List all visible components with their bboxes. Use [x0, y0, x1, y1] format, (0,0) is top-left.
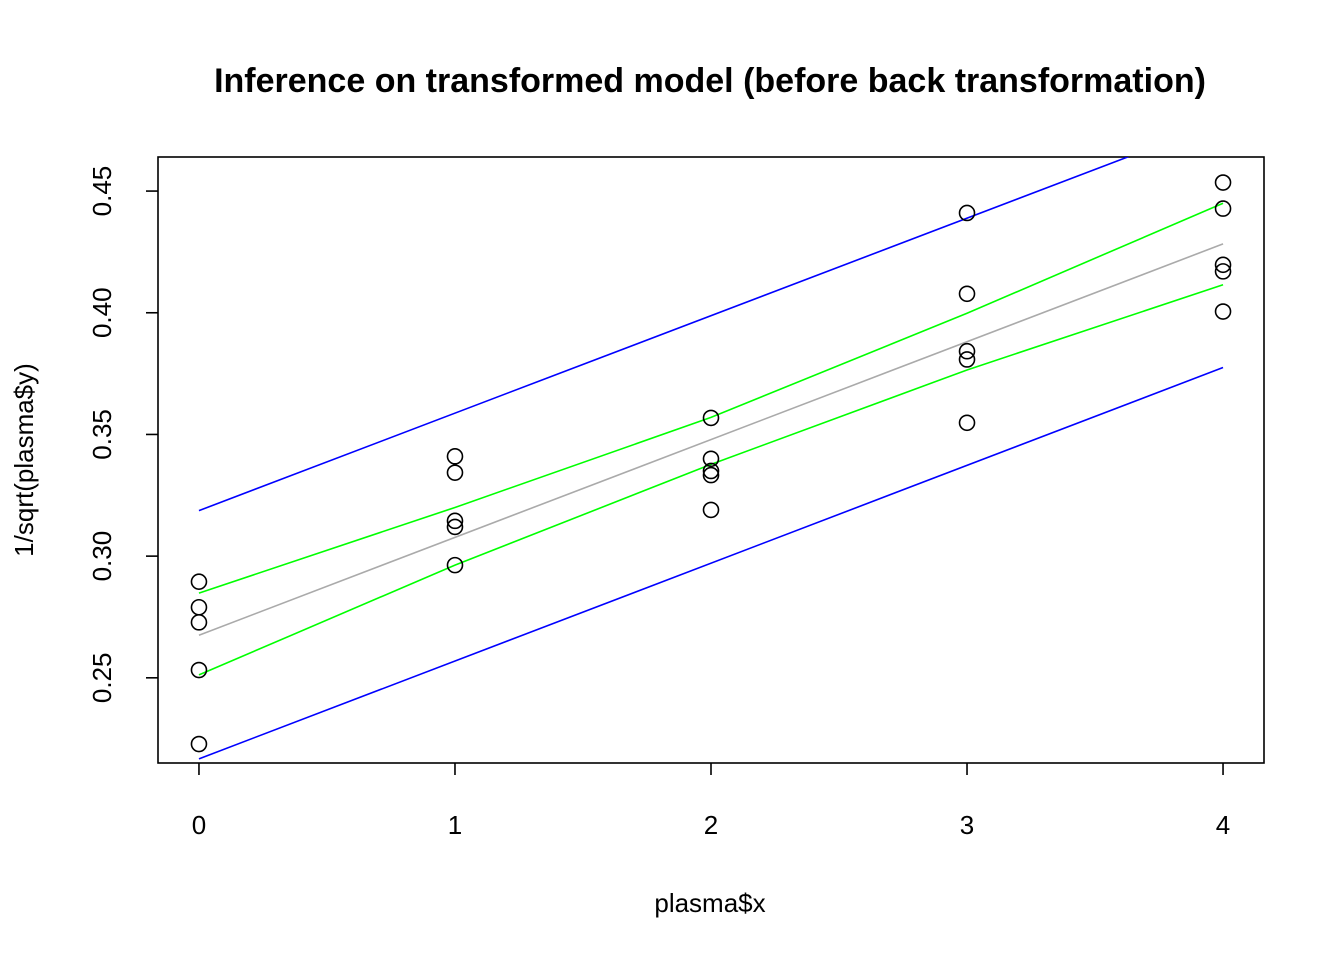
data-point — [958, 351, 976, 368]
data-point — [1214, 256, 1232, 274]
data-point — [1214, 200, 1232, 217]
data-point — [958, 342, 976, 360]
data-point — [190, 573, 208, 590]
data-point — [702, 462, 720, 480]
data-point — [702, 450, 720, 468]
data-point — [702, 501, 720, 519]
x-tick-label: 4 — [1216, 810, 1230, 840]
chart-title: Inference on transformed model (before b… — [214, 62, 1206, 100]
data-point — [446, 512, 464, 530]
y-tick-label: 0.40 — [87, 287, 117, 338]
y-tick-label: 0.35 — [87, 409, 117, 460]
data-point — [190, 614, 208, 631]
confidence-upper-line — [198, 202, 1224, 594]
data-point — [702, 409, 720, 427]
data-point — [446, 464, 464, 481]
y-tick-label: 0.45 — [87, 166, 117, 217]
data-point — [1214, 263, 1232, 280]
confidence-lower-line — [198, 284, 1224, 676]
data-point — [958, 414, 976, 432]
x-axis: 0 1 2 3 4 — [192, 763, 1230, 840]
prediction-lower-line — [198, 366, 1224, 760]
series-lines — [198, 157, 1224, 760]
data-point — [958, 204, 976, 222]
data-points — [190, 174, 1232, 753]
data-point — [958, 285, 976, 303]
data-point — [1214, 174, 1232, 191]
x-tick-label: 3 — [960, 810, 974, 840]
y-axis-label: 1/sqrt(plasma$y) — [9, 363, 39, 557]
data-point — [1214, 303, 1232, 320]
fit-line — [198, 243, 1224, 636]
x-axis-label: plasma$x — [654, 888, 765, 918]
data-point — [190, 735, 208, 753]
data-point — [446, 448, 464, 465]
x-tick-label: 1 — [448, 810, 462, 840]
y-tick-label: 0.30 — [87, 531, 117, 582]
y-tick-label: 0.25 — [87, 653, 117, 704]
data-point — [446, 556, 464, 574]
data-point — [446, 518, 464, 536]
data-point — [190, 661, 208, 679]
data-point — [702, 466, 720, 484]
x-tick-label: 0 — [192, 810, 206, 840]
data-point — [190, 598, 208, 616]
plot-frame — [157, 156, 1265, 764]
x-tick-label: 2 — [704, 810, 718, 840]
y-axis: 0.25 0.30 0.35 0.40 0.45 — [87, 166, 158, 703]
